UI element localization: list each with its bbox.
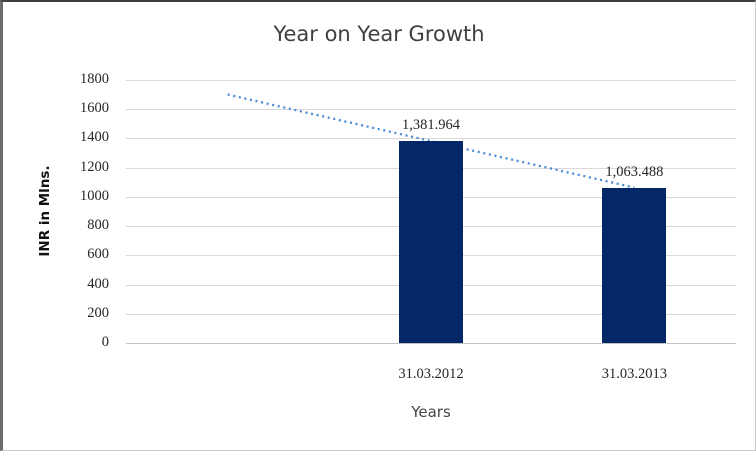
gridline-1800: [126, 80, 736, 81]
x-axis-title: Years: [411, 403, 451, 421]
y-tick-label-0: 0: [101, 334, 109, 350]
value-label-31.03.2013: 1,063.488: [605, 163, 664, 180]
y-tick-label-1000: 1000: [80, 187, 109, 204]
y-tick-label-1400: 1400: [80, 129, 109, 146]
y-tick-label-200: 200: [87, 304, 109, 321]
bar-31.03.2012: [399, 141, 463, 343]
y-tick-label-1600: 1600: [80, 100, 109, 117]
y-tick-label-800: 800: [87, 217, 109, 234]
y-tick-label-600: 600: [87, 246, 109, 263]
trendline: [227, 93, 635, 189]
x-tick-label-31.03.2012: 31.03.2012: [398, 366, 464, 382]
gridline-1600: [126, 109, 736, 111]
chart-title: Year on Year Growth: [273, 22, 485, 46]
bar-31.03.2013: [602, 187, 667, 343]
trendline-dotted-line: [227, 93, 635, 189]
y-tick-label-1200: 1200: [80, 158, 109, 175]
value-label-31.03.2012: 1,381.964: [402, 117, 460, 134]
y-axis-title: INR in Mlns.: [37, 165, 53, 257]
y-tick-label-1800: 1800: [80, 71, 109, 87]
y-tick-label-400: 400: [87, 275, 109, 292]
gridline-1400: [126, 138, 736, 140]
gridline-0: [126, 343, 736, 344]
x-tick-label-31.03.2013: 31.03.2013: [601, 366, 667, 382]
